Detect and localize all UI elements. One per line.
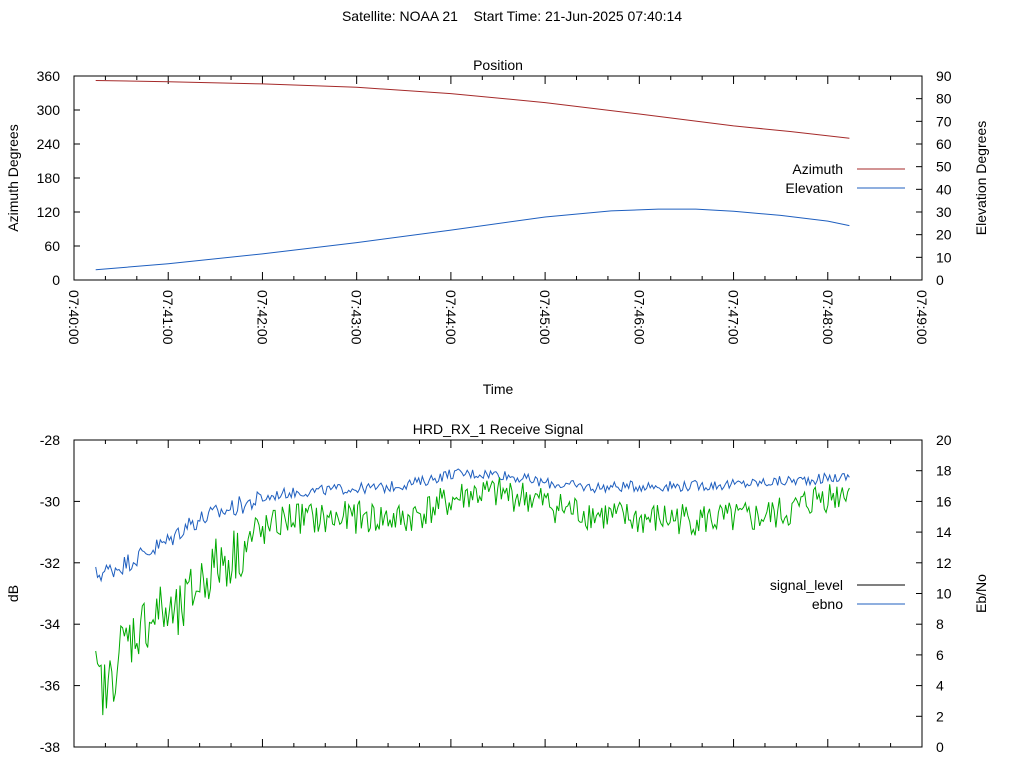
y2-tick-label: 20 (936, 432, 952, 448)
y-tick-label: -32 (40, 555, 60, 571)
y2-tick-label: 4 (936, 678, 944, 694)
y-tick-label: -34 (40, 616, 60, 632)
y-tick-label: -36 (40, 678, 60, 694)
x-tick-label: 07:48:00 (820, 290, 836, 345)
y2-tick-label: 40 (936, 181, 952, 197)
y2-tick-label: 16 (936, 493, 952, 509)
y2-tick-label: 6 (936, 647, 944, 663)
legend-label: signal_level (770, 577, 843, 593)
legend-label: Azimuth (792, 161, 843, 177)
x-tick-label: 07:49:00 (914, 290, 930, 345)
y2-tick-label: 2 (936, 708, 944, 724)
x-tick-label: 07:42:00 (254, 290, 270, 345)
figure-title: Satellite: NOAA 21 Start Time: 21-Jun-20… (341, 8, 683, 24)
y-tick-label: 240 (37, 136, 61, 152)
x-tick-label: 07:45:00 (537, 290, 553, 345)
plot-frame (73, 75, 923, 281)
plot-title: Position (473, 57, 523, 73)
y2-tick-label: 12 (936, 555, 952, 571)
x-tick-label: 07:43:00 (349, 290, 365, 345)
series-line-Elevation (95, 208, 850, 271)
series-line-green_trace (95, 477, 850, 716)
y-tick-label: 0 (52, 272, 60, 288)
y2-tick-label: 10 (936, 249, 952, 265)
x-tick-label: 07:44:00 (443, 290, 459, 345)
y2-tick-label: 30 (936, 204, 952, 220)
x-tick-label: 07:46:00 (631, 290, 647, 345)
plot-title: HRD_RX_1 Receive Signal (413, 421, 583, 437)
y2-tick-label: 10 (936, 586, 952, 602)
x-tick-label: 07:40:00 (66, 290, 82, 345)
y2-axis-label: Eb/No (973, 574, 989, 613)
y-tick-label: 120 (37, 204, 61, 220)
y-tick-label: 60 (44, 238, 60, 254)
y-tick-label: -28 (40, 432, 60, 448)
x-tick-label: 07:41:00 (160, 290, 176, 345)
x-tick-label: 07:47:00 (726, 290, 742, 345)
y2-tick-label: 14 (936, 524, 952, 540)
y2-tick-label: 0 (936, 739, 944, 755)
series-line-Azimuth (95, 80, 850, 139)
y2-tick-label: 60 (936, 136, 952, 152)
y-axis-label: dB (5, 585, 21, 602)
series-line-ebno (95, 468, 850, 583)
y2-tick-label: 90 (936, 68, 952, 84)
y2-tick-label: 18 (936, 463, 952, 479)
y-tick-label: -30 (40, 493, 60, 509)
y2-tick-label: 20 (936, 227, 952, 243)
y-axis-label: Azimuth Degrees (5, 124, 21, 231)
y-tick-label: 180 (37, 170, 61, 186)
y2-axis-label: Elevation Degrees (973, 121, 989, 235)
legend-label: Elevation (785, 180, 843, 196)
x-axis-label: Time (483, 381, 514, 397)
y-tick-label: -38 (40, 739, 60, 755)
y2-tick-label: 8 (936, 616, 944, 632)
y2-tick-label: 0 (936, 272, 944, 288)
y2-tick-label: 50 (936, 159, 952, 175)
y-tick-label: 360 (37, 68, 61, 84)
y2-tick-label: 80 (936, 91, 952, 107)
legend-label: ebno (812, 596, 843, 612)
y-tick-label: 300 (37, 102, 61, 118)
y2-tick-label: 70 (936, 113, 952, 129)
